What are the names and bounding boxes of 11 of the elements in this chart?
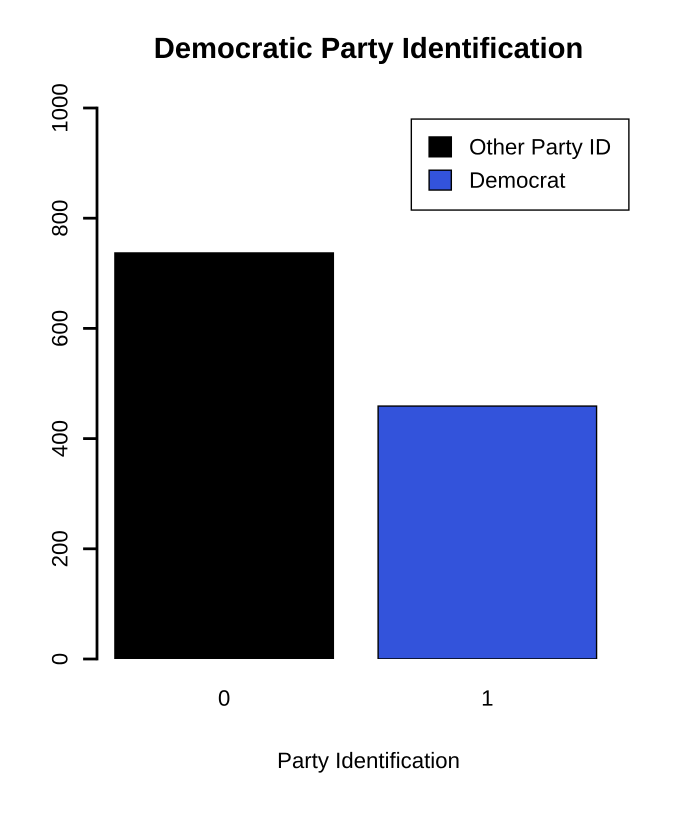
y-tick-label: 200: [52, 531, 68, 566]
x-tick-label: 1: [482, 690, 492, 706]
legend-label: Democrat: [470, 172, 566, 188]
y-tick-label: 600: [52, 310, 68, 346]
y-tick-label: 400: [52, 420, 68, 457]
chart-title: Democratic Party Identification: [156, 36, 582, 64]
legend-label: Other Party ID: [470, 138, 610, 160]
y-tick-label: 1000: [52, 84, 68, 132]
x-axis-title: Party Identification: [278, 752, 458, 773]
y-tick-label: 800: [52, 200, 68, 236]
y-tick-label: 0: [52, 654, 68, 664]
